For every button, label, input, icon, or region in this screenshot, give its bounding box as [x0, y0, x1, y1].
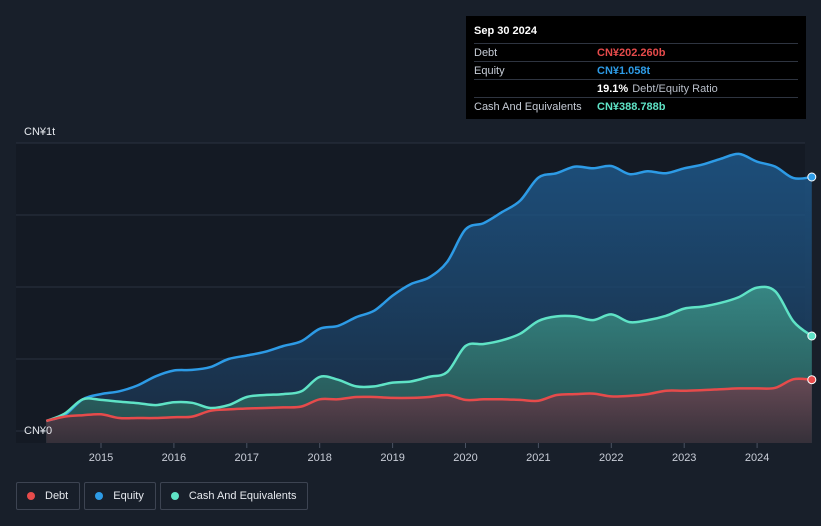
tooltip-panel: Sep 30 2024 Debt CN¥202.260b Equity CN¥1… — [466, 16, 806, 119]
chart-legend: Debt Equity Cash And Equivalents — [16, 482, 312, 510]
tooltip-row-cash: Cash And Equivalents CN¥388.788b — [474, 97, 798, 115]
x-tick-label: 2023 — [672, 452, 696, 464]
legend-dot-icon — [170, 492, 179, 500]
legend-item-cash[interactable]: Cash And Equivalents — [159, 482, 309, 510]
legend-label: Debt — [45, 490, 69, 502]
tooltip-value-equity: CN¥1.058t — [597, 64, 651, 77]
legend-dot-icon — [95, 492, 104, 500]
legend-item-debt[interactable]: Debt — [16, 482, 81, 510]
tooltip-label: Equity — [474, 64, 505, 77]
cash-end-marker — [807, 331, 817, 341]
y-axis-max-label: CN¥1t — [24, 126, 56, 138]
x-tick-label: 2022 — [599, 452, 623, 464]
debt-line — [46, 377, 812, 423]
debt-end-marker — [807, 375, 817, 385]
x-tick-label: 2015 — [89, 452, 113, 464]
tooltip-row-debt: Debt CN¥202.260b — [474, 43, 798, 61]
x-tick-label: 2016 — [162, 452, 186, 464]
x-tick-label: 2017 — [235, 452, 259, 464]
legend-label: Cash And Equivalents — [188, 490, 297, 502]
debt-area — [46, 378, 812, 443]
equity-line — [45, 152, 812, 423]
x-axis-ticks: 2015 2016 2017 2018 2019 2020 2021 2022 2023 2024 — [89, 443, 769, 464]
equity-end-marker — [807, 172, 817, 182]
tooltip-ratio-caption: Debt/Equity Ratio — [632, 82, 718, 95]
legend-dot-icon — [27, 492, 35, 500]
cash-line — [45, 285, 813, 423]
tooltip-row-ratio: 19.1% Debt/Equity Ratio — [474, 79, 798, 97]
tooltip-date: Sep 30 2024 — [474, 25, 537, 37]
x-tick-label: 2020 — [453, 452, 477, 464]
y-axis-min-label: CN¥0 — [24, 425, 53, 437]
x-tick-label: 2019 — [380, 452, 404, 464]
series-lines — [45, 152, 813, 423]
tooltip-label: Cash And Equivalents — [474, 100, 582, 113]
tooltip-value-debt: CN¥202.260b — [597, 46, 666, 59]
x-tick-label: 2024 — [745, 452, 769, 464]
tooltip-value-cash: CN¥388.788b — [597, 100, 666, 113]
tooltip-value-ratio: 19.1% — [597, 82, 629, 95]
x-tick-label: 2018 — [307, 452, 331, 464]
tooltip-row-equity: Equity CN¥1.058t — [474, 61, 798, 79]
legend-item-equity[interactable]: Equity — [84, 482, 156, 510]
tooltip-label: Debt — [474, 46, 498, 59]
x-tick-label: 2021 — [526, 452, 550, 464]
series-areas — [46, 153, 812, 444]
series-end-markers — [807, 172, 817, 385]
legend-label: Equity — [113, 490, 144, 502]
